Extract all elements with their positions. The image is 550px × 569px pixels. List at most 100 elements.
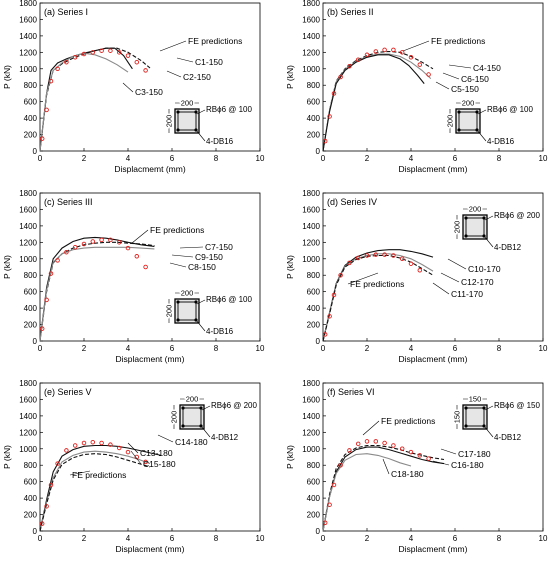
fe-marker xyxy=(373,252,379,257)
fe-marker xyxy=(55,461,60,466)
section-tie xyxy=(177,111,197,131)
y-tick-label: 1400 xyxy=(302,222,320,231)
rebar-dot xyxy=(457,110,461,114)
x-tick-label: 8 xyxy=(214,344,219,353)
tie-label: RBϕ6 @ 100 xyxy=(487,105,534,114)
series-line xyxy=(39,241,155,342)
fe-label: FE predictions xyxy=(350,279,404,289)
label-leader xyxy=(484,215,494,221)
fe-marker xyxy=(322,332,328,337)
y-tick-label: 0 xyxy=(33,337,38,346)
fe-marker xyxy=(382,47,387,53)
section-tie xyxy=(465,407,485,427)
label-leader xyxy=(200,425,211,438)
series-line xyxy=(322,254,434,342)
rebar-dot xyxy=(464,424,468,428)
fe-marker xyxy=(355,255,361,261)
fe-marker xyxy=(408,261,414,266)
rebar-dot xyxy=(176,300,180,304)
x-tick-label: 0 xyxy=(321,534,326,543)
y-tick-label: 400 xyxy=(24,494,38,503)
y-tick-label: 200 xyxy=(307,131,321,140)
y-tick-label: 1800 xyxy=(302,379,320,388)
rebar-dot xyxy=(176,128,180,132)
rebar-dot xyxy=(464,216,468,220)
x-tick-label: 4 xyxy=(126,534,131,543)
x-tick-label: 6 xyxy=(453,154,458,163)
label-leader xyxy=(347,272,379,285)
y-tick-label: 400 xyxy=(307,114,321,123)
fe-marker xyxy=(44,297,49,303)
label-leader xyxy=(447,258,467,270)
fe-marker xyxy=(391,47,396,53)
series-label: C2-150 xyxy=(183,72,211,82)
chart-panel: 0 200 400 600 800 1000 1200 1400 1600 1800 0 2 4 6 8 10… xyxy=(285,0,548,174)
fe-marker xyxy=(116,445,122,451)
y-axis-label: P (kN) xyxy=(285,445,295,469)
rebar-dot xyxy=(199,406,203,410)
chart-panel: 0 200 400 600 800 1000 1200 1400 1600 1800 0 2 4 6 8 10… xyxy=(2,189,265,364)
fe-marker xyxy=(322,138,328,144)
cross-section-inset: 200 200 RBϕ6 @ 100 4-DB16 xyxy=(163,287,253,336)
fe-marker xyxy=(116,240,122,245)
x-axis-label: Displacment (mm) xyxy=(399,354,468,364)
fe-marker xyxy=(347,448,352,453)
label-leader xyxy=(196,299,206,305)
fe-marker xyxy=(64,448,69,453)
series-label: C14-180 xyxy=(175,437,208,447)
fe-marker xyxy=(125,245,131,251)
rebar-dot xyxy=(194,300,198,304)
bars-label: 4-DB16 xyxy=(206,137,234,146)
y-axis-label: P (kN) xyxy=(2,65,12,89)
y-tick-label: 400 xyxy=(24,114,38,123)
fe-marker xyxy=(373,439,379,444)
fe-marker xyxy=(72,245,78,250)
y-axis-label: P (kN) xyxy=(285,255,295,279)
label-leader xyxy=(484,405,494,411)
plot-frame xyxy=(322,382,544,532)
label-leader xyxy=(169,262,187,268)
fe-label: FE predictions xyxy=(150,225,204,235)
x-tick-label: 2 xyxy=(365,344,370,353)
fe-marker xyxy=(364,253,370,258)
fe-label: FE predictions xyxy=(381,416,435,426)
chart-panel: 0 200 400 600 800 1000 1200 1400 1600 1800 0 2 4 6 8 10… xyxy=(285,189,548,364)
dim-label-top: 150 xyxy=(469,395,482,404)
fe-marker xyxy=(327,502,332,507)
rebar-dot xyxy=(194,110,198,114)
fe-marker xyxy=(327,114,332,119)
fe-marker xyxy=(44,107,49,113)
label-leader xyxy=(166,70,182,78)
y-tick-label: 800 xyxy=(24,461,38,470)
panel-title: (c) Series III xyxy=(44,197,93,207)
fe-marker xyxy=(322,520,328,526)
fe-marker xyxy=(81,51,87,57)
dim-label-left: 200 xyxy=(165,305,174,318)
rebar-dot xyxy=(475,110,479,114)
x-tick-label: 8 xyxy=(497,534,502,543)
series-label: C5-150 xyxy=(451,84,479,94)
fe-marker xyxy=(108,442,113,447)
x-tick-label: 10 xyxy=(539,344,548,353)
series-label: C16-180 xyxy=(451,460,484,470)
y-tick-label: 1600 xyxy=(19,205,37,214)
label-leader xyxy=(440,448,457,455)
fe-marker xyxy=(90,239,96,244)
x-tick-label: 8 xyxy=(214,154,219,163)
fe-marker xyxy=(99,237,104,243)
x-axis-label: Displacment (mm) xyxy=(399,544,468,554)
y-tick-label: 0 xyxy=(33,527,38,536)
y-tick-label: 1400 xyxy=(19,222,37,231)
fe-marker xyxy=(338,272,343,278)
x-tick-label: 10 xyxy=(256,154,265,163)
cross-section-inset: 150 150 RBϕ6 @ 150 4-DB12 xyxy=(451,393,541,442)
series-line xyxy=(322,54,425,152)
x-tick-label: 2 xyxy=(82,534,87,543)
rebar-dot xyxy=(482,406,486,410)
y-tick-label: 1200 xyxy=(302,48,320,57)
fe-marker xyxy=(55,258,60,263)
x-tick-label: 10 xyxy=(256,534,265,543)
fe-marker xyxy=(382,252,387,257)
fe-marker xyxy=(355,57,361,62)
